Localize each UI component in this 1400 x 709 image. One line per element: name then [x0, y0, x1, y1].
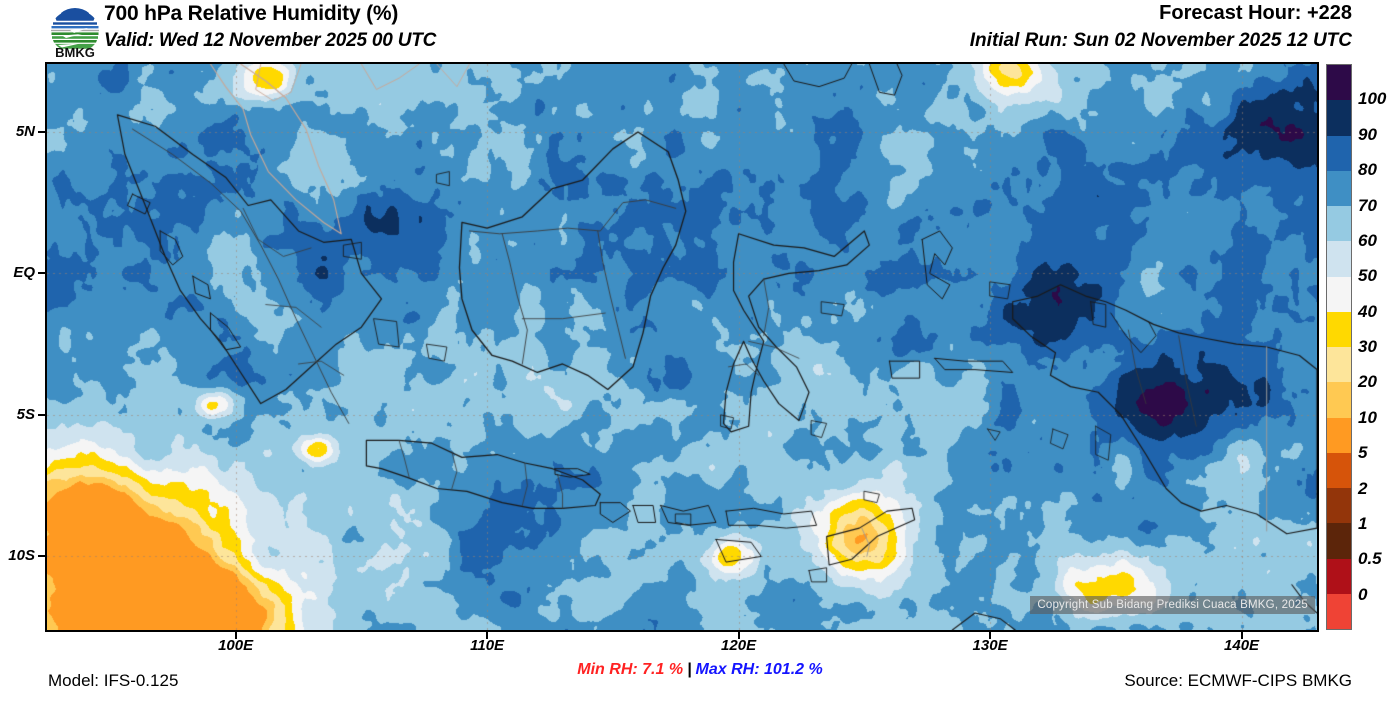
- colorbar-tick-label: 60: [1358, 230, 1377, 250]
- colorbar-band: [1327, 558, 1351, 594]
- longitude-tick-label: 100E: [218, 637, 254, 654]
- colorbar-tick-label: 1: [1358, 513, 1368, 533]
- map-plot-area[interactable]: Copyright Sub Bidang Prediksi Cuaca BMKG…: [45, 62, 1319, 632]
- colorbar-tick-label: 5: [1358, 443, 1368, 463]
- colorbar-band: [1327, 593, 1351, 629]
- minmax-separator: |: [687, 661, 692, 678]
- latitude-tick-mark: [38, 130, 45, 133]
- longitude-tick-mark: [989, 632, 992, 639]
- colorbar-scale[interactable]: [1326, 64, 1352, 630]
- latitude-tick-mark: [38, 272, 45, 275]
- colorbar-band: [1327, 206, 1351, 242]
- colorbar-band: [1327, 382, 1351, 418]
- minmax-rh-readout: Min RH: 7.1 % | Max RH: 101.2 %: [0, 661, 1400, 679]
- latitude-tick-label: 10S: [8, 547, 35, 565]
- longitude-tick-mark: [737, 632, 740, 639]
- latitude-tick-mark: [38, 413, 45, 416]
- longitude-tick-mark: [486, 632, 489, 639]
- colorbar-band: [1327, 170, 1351, 206]
- source-label: Source: ECMWF-CIPS BMKG: [1124, 671, 1352, 690]
- colorbar-band: [1327, 65, 1351, 101]
- colorbar-band: [1327, 276, 1351, 312]
- colorbar-band: [1327, 135, 1351, 171]
- colorbar-band: [1327, 311, 1351, 347]
- model-label: Model: IFS-0.125: [48, 671, 179, 690]
- longitude-tick-label: 130E: [972, 637, 1008, 654]
- colorbar-tick-label: 2: [1358, 478, 1368, 498]
- longitude-tick-mark: [234, 632, 237, 639]
- forecast-hour-label: Forecast Hour: +228: [1159, 2, 1352, 24]
- colorbar-band: [1327, 417, 1351, 453]
- colorbar-band: [1327, 241, 1351, 277]
- colorbar-tick-label: 80: [1358, 160, 1377, 180]
- colorbar-band: [1327, 452, 1351, 488]
- max-rh-value: Max RH: 101.2 %: [695, 661, 823, 678]
- colorbar-tick-label: 0: [1358, 584, 1368, 604]
- min-rh-value: Min RH: 7.1 %: [577, 661, 684, 678]
- colorbar-tick-label: 100: [1358, 89, 1387, 109]
- latitude-tick-label: 5N: [15, 122, 35, 140]
- humidity-contour-field: [47, 64, 1317, 630]
- header-bar: BMKG 700 hPa Relative Humidity (%) Valid…: [0, 0, 1400, 62]
- colorbar-tick-label: 90: [1358, 124, 1377, 144]
- bmkg-logo: BMKG: [44, 1, 106, 59]
- colorbar-band: [1327, 347, 1351, 383]
- colorbar-tick-label: 50: [1358, 266, 1377, 286]
- page-title: 700 hPa Relative Humidity (%): [104, 2, 399, 25]
- latitude-tick-mark: [38, 555, 45, 558]
- colorbar-tick-label: 10: [1358, 407, 1377, 427]
- longitude-tick-label: 120E: [721, 637, 757, 654]
- colorbar-tick-label: 70: [1358, 195, 1377, 215]
- colorbar-band: [1327, 523, 1351, 559]
- longitude-tick-label: 140E: [1224, 637, 1260, 654]
- initial-run-label: Initial Run: Sun 02 November 2025 12 UTC: [969, 30, 1352, 51]
- colorbar-band: [1327, 100, 1351, 136]
- colorbar-band: [1327, 488, 1351, 524]
- colorbar-tick-label: 30: [1358, 337, 1377, 356]
- copyright-watermark: Copyright Sub Bidang Prediksi Cuaca BMKG…: [1030, 596, 1315, 614]
- latitude-tick-label: 5S: [16, 405, 35, 423]
- bmkg-logo-icon: BMKG: [50, 1, 100, 59]
- valid-time-label: Valid: Wed 12 November 2025 00 UTC: [104, 30, 437, 51]
- longitude-tick-mark: [1240, 632, 1243, 639]
- longitude-tick-label: 110E: [470, 637, 505, 654]
- latitude-tick-label: EQ: [13, 264, 35, 282]
- colorbar-tick-label: 0.5: [1358, 549, 1382, 569]
- bmkg-logo-text: BMKG: [55, 45, 95, 59]
- colorbar-tick-label: 40: [1358, 301, 1377, 321]
- colorbar-tick-label: 20: [1358, 372, 1377, 392]
